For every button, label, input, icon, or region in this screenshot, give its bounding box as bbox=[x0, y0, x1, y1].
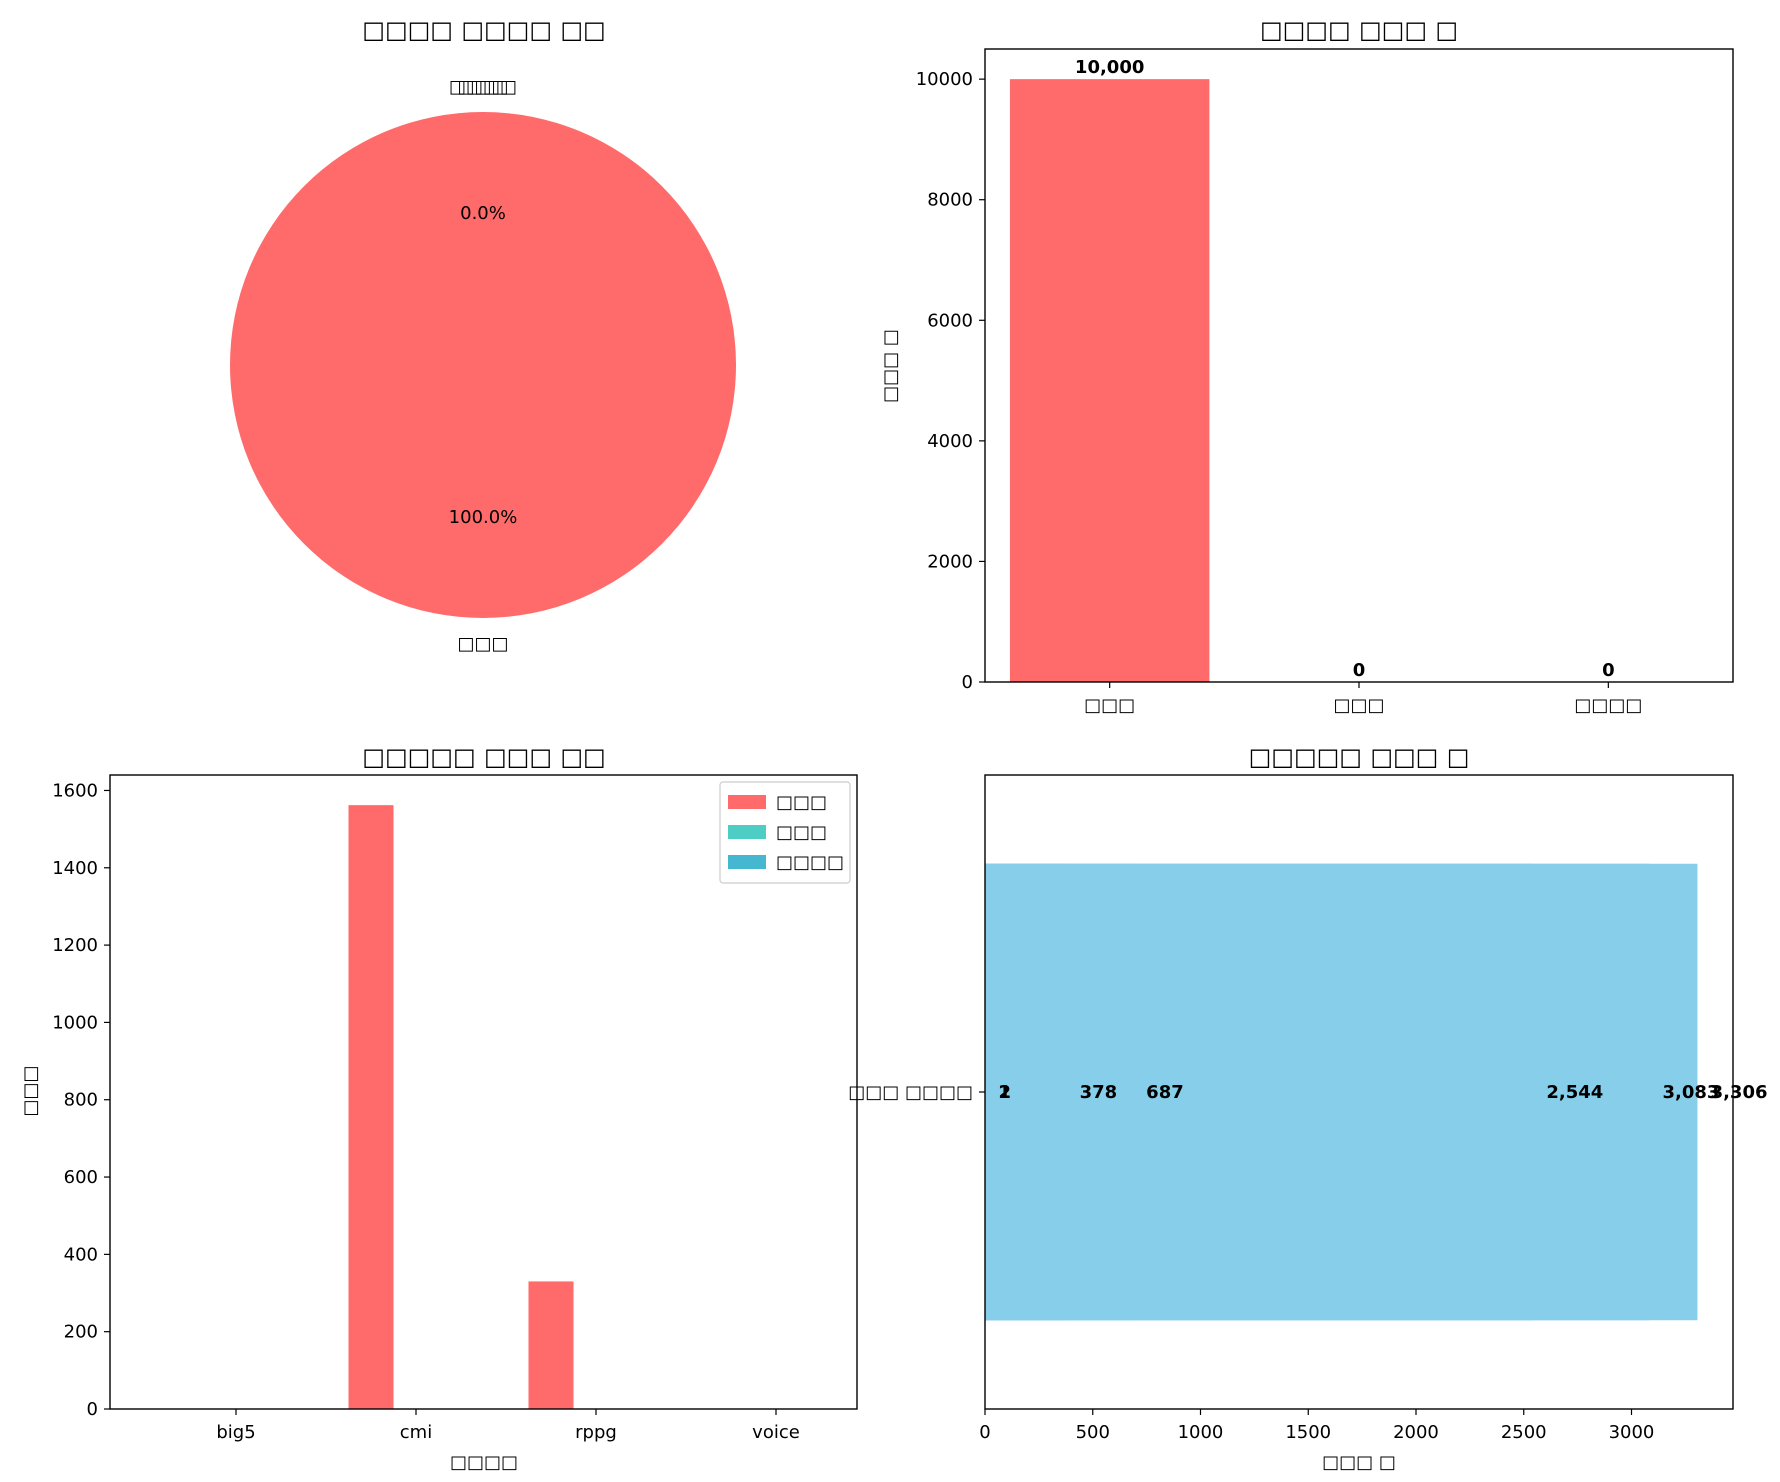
grouped-y-tick-label-0: 0 bbox=[87, 1399, 98, 1420]
grouped-y-tick-label-1: 200 bbox=[64, 1322, 98, 1343]
legend: □□□ □□□ □□□□ bbox=[719, 781, 851, 884]
hbar-axes-frame bbox=[984, 774, 1734, 1410]
bar-value-label-2: 0 bbox=[1602, 660, 1615, 681]
bar-y-tick-label-5: 10000 bbox=[916, 69, 973, 90]
grouped-x-tick-label-0: big5 bbox=[216, 1422, 255, 1443]
hbar-value-label-1: 2 bbox=[999, 1082, 1012, 1103]
bar-y-tick-label-3: 6000 bbox=[927, 310, 973, 331]
hbar-x-tick-label-3: 1500 bbox=[1285, 1422, 1331, 1443]
grouped-x-tick-label-3: voice bbox=[752, 1422, 800, 1443]
grouped-y-tick-label-8: 1600 bbox=[52, 780, 98, 801]
pie-chart: □□□100.0%□□□□□□□0.0% bbox=[230, 77, 736, 654]
pie-panel: □□□□ □□□□ □□ □□□100.0%□□□□□□□0.0% bbox=[230, 16, 736, 654]
hbar-x-label: □□□ □ bbox=[1322, 1452, 1396, 1473]
grouped-y-tick-label-3: 600 bbox=[64, 1167, 98, 1188]
grouped-y-label: □□□ bbox=[20, 1065, 41, 1116]
grouped-y-tick-label-4: 800 bbox=[64, 1090, 98, 1111]
bar-0 bbox=[1009, 79, 1210, 682]
hbar-x-tick-label-5: 2500 bbox=[1501, 1422, 1547, 1443]
bar-x-tick-label-2: □□□□ bbox=[1574, 695, 1642, 716]
bar-value-label-1: 0 bbox=[1353, 660, 1366, 681]
bar-y-label: □□□ □ bbox=[880, 329, 901, 403]
pie-label-1: □□□ bbox=[457, 77, 508, 98]
bar-panel: □□□□ □□□ □ 10,000 □□□ 0 □□□ 0 □□□□ 0 2000 4000 60… bbox=[880, 16, 1734, 716]
grouped-y-tick-label-7: 1400 bbox=[52, 858, 98, 879]
legend-label-1: □□□ bbox=[776, 822, 827, 843]
bar-y-tick-label-0: 0 bbox=[962, 672, 973, 693]
bar-plot-area: 10,000 □□□ 0 □□□ 0 □□□□ 0 2000 4000 6000 8000 10000 bbox=[916, 48, 1734, 716]
grouped-x-label: □□□□ bbox=[450, 1452, 518, 1473]
hbar-bar-6 bbox=[985, 863, 1698, 1321]
grouped-x-tick-label-1: cmi bbox=[400, 1422, 432, 1443]
grouped-bar-0-1 bbox=[348, 805, 394, 1409]
hbar-value-label-5: 3,083 bbox=[1663, 1082, 1720, 1103]
hbar-x-tick-label-4: 2000 bbox=[1393, 1422, 1439, 1443]
hbar-value-label-2: 378 bbox=[1080, 1082, 1118, 1103]
grouped-y-tick-label-6: 1200 bbox=[52, 935, 98, 956]
hbar-y-tick-label: □□□ □□□□ bbox=[848, 1082, 973, 1103]
hbar-value-label-6: 3,306 bbox=[1711, 1082, 1768, 1103]
grouped-y-tick-label-5: 1000 bbox=[52, 1012, 98, 1033]
pie-title: □□□□ □□□□ □□ bbox=[362, 16, 605, 44]
hbar-x-tick-label-0: 0 bbox=[979, 1422, 990, 1443]
grouped-bar-0-2 bbox=[528, 1281, 574, 1409]
hbar-value-label-0: 1 bbox=[998, 1082, 1011, 1103]
legend-swatch-2 bbox=[728, 855, 766, 869]
hbar-x-tick-label-1: 500 bbox=[1076, 1422, 1110, 1443]
bar-y-tick-label-4: 8000 bbox=[927, 190, 973, 211]
hbar-title: □□□□□ □□□ □ bbox=[1249, 743, 1470, 771]
pie-label-0: □□□ bbox=[457, 633, 508, 654]
bar-value-label-0: 10,000 bbox=[1075, 57, 1144, 78]
bar-x-tick-label-1: □□□ bbox=[1333, 695, 1384, 716]
pie-slice-0 bbox=[230, 112, 736, 618]
hbar-value-label-4: 2,544 bbox=[1546, 1082, 1603, 1103]
grouped-title: □□□□□ □□□ □□ bbox=[362, 743, 605, 771]
grouped-y-tick-label-2: 400 bbox=[64, 1244, 98, 1265]
hbar-x-tick-label-6: 3000 bbox=[1609, 1422, 1655, 1443]
bar-x-tick-label-0: □□□ bbox=[1084, 695, 1135, 716]
hbar-value-label-3: 687 bbox=[1146, 1082, 1184, 1103]
bar-axes-frame bbox=[984, 48, 1734, 683]
grouped-x-tick-label-2: rppg bbox=[575, 1422, 617, 1443]
pie-label-2: □□□□ bbox=[449, 77, 517, 98]
bar-title: □□□□ □□□ □ bbox=[1260, 16, 1458, 44]
pie-pct-label-2: 0.0% bbox=[460, 203, 506, 224]
legend-swatch-1 bbox=[728, 825, 766, 839]
legend-swatch-0 bbox=[728, 795, 766, 809]
legend-label-0: □□□ bbox=[776, 792, 827, 813]
grouped-panel: □□□□□ □□□ □□ big5 cmi rppg voice 0 200 400 600 8… bbox=[20, 743, 858, 1473]
legend-label-2: □□□□ bbox=[776, 852, 844, 873]
grouped-axes-frame bbox=[109, 774, 858, 1410]
hbar-x-tick-label-2: 1000 bbox=[1178, 1422, 1224, 1443]
bar-y-tick-label-1: 2000 bbox=[927, 551, 973, 572]
pie-pct-label-0: 100.0% bbox=[449, 507, 518, 528]
bar-y-tick-label-2: 4000 bbox=[927, 431, 973, 452]
grouped-plot-area: big5 cmi rppg voice 0 200 400 600 800 1000 1200 140… bbox=[52, 774, 858, 1443]
